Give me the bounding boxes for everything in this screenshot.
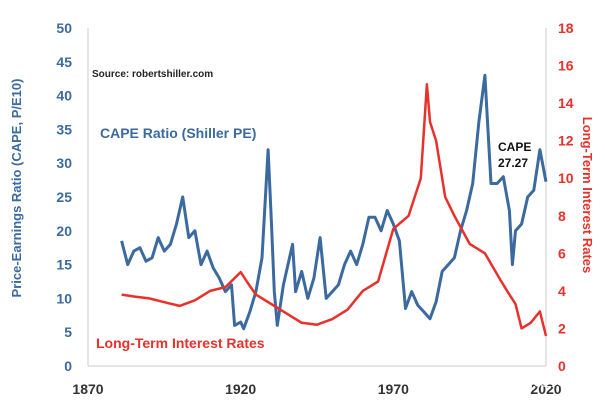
right-axis-label: Long-Term Interest Rates <box>580 117 595 274</box>
cape-current-value: 27.27 <box>498 156 528 170</box>
watermark: 头条 @财经宋建文 <box>456 374 564 389</box>
left-tick-label: 0 <box>64 358 72 374</box>
cape-current-title: CAPE <box>498 140 531 154</box>
right-tick-label: 4 <box>558 283 566 299</box>
left-tick-label: 15 <box>56 257 72 273</box>
x-ticks: 1870 1920 1970 2020 <box>72 381 561 397</box>
source-note: Source: robertshiller.com <box>92 69 213 80</box>
left-tick-label: 45 <box>56 54 72 70</box>
right-tick-label: 10 <box>558 170 574 186</box>
left-tick-label: 10 <box>56 290 72 306</box>
left-tick-label: 50 <box>56 20 72 36</box>
left-y-ticks: 0 5 10 15 20 25 30 35 40 45 50 <box>56 20 72 374</box>
left-tick-label: 20 <box>56 223 72 239</box>
right-tick-label: 18 <box>558 20 574 36</box>
right-tick-label: 6 <box>558 245 566 261</box>
rates-series-label: Long-Term Interest Rates <box>96 335 265 351</box>
right-tick-label: 8 <box>558 208 566 224</box>
right-tick-label: 0 <box>558 358 566 374</box>
x-tick-label: 1870 <box>72 381 103 397</box>
left-tick-label: 30 <box>56 155 72 171</box>
series-layer <box>120 73 548 337</box>
right-tick-label: 14 <box>558 95 574 111</box>
interest-rates-line <box>121 83 548 337</box>
left-tick-label: 40 <box>56 88 72 104</box>
right-tick-label: 16 <box>558 58 574 74</box>
x-tick-label: 1970 <box>378 381 409 397</box>
right-tick-label: 12 <box>558 133 574 149</box>
cape-line <box>120 73 548 331</box>
left-tick-label: 5 <box>64 324 72 340</box>
right-y-ticks: 0 2 4 6 8 10 12 14 16 18 <box>558 20 574 374</box>
right-tick-label: 2 <box>558 320 566 336</box>
left-axis-label: Price-Earnings Ratio (CAPE, P/E10) <box>9 79 24 298</box>
left-tick-label: 25 <box>56 189 72 205</box>
left-tick-label: 35 <box>56 121 72 137</box>
x-tick-label: 1920 <box>225 381 256 397</box>
cape-series-label: CAPE Ratio (Shiller PE) <box>100 125 256 141</box>
x-tick-label: 2020 <box>530 381 561 397</box>
